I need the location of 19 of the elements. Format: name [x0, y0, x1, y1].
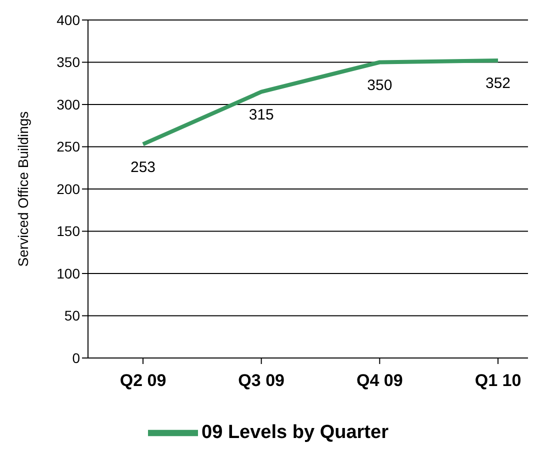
x-tick-label: Q1 10 [474, 371, 522, 390]
data-label: 352 [485, 75, 511, 92]
y-tick-label: 400 [56, 12, 80, 28]
y-tick-label: 100 [56, 265, 80, 282]
x-tick-label: Q2 09 [120, 371, 166, 390]
legend-label: 09 Levels by Quarter [202, 422, 388, 444]
y-tick-label: 150 [56, 223, 80, 240]
x-tick-label: Q3 09 [238, 371, 284, 390]
data-label: 315 [248, 106, 274, 124]
y-axis-title: Serviced Office Buildings [14, 111, 31, 267]
y-tick-label: 250 [56, 138, 80, 155]
data-label: 350 [367, 76, 392, 94]
data-label: 253 [130, 158, 156, 176]
y-tick-label: 300 [56, 96, 80, 112]
y-tick-label: 0 [72, 350, 80, 366]
x-tick-label: Q4 09 [356, 371, 403, 390]
y-tick-label: 200 [56, 180, 80, 197]
y-tick-label: 50 [64, 308, 80, 324]
y-tick-label: 350 [56, 54, 80, 70]
